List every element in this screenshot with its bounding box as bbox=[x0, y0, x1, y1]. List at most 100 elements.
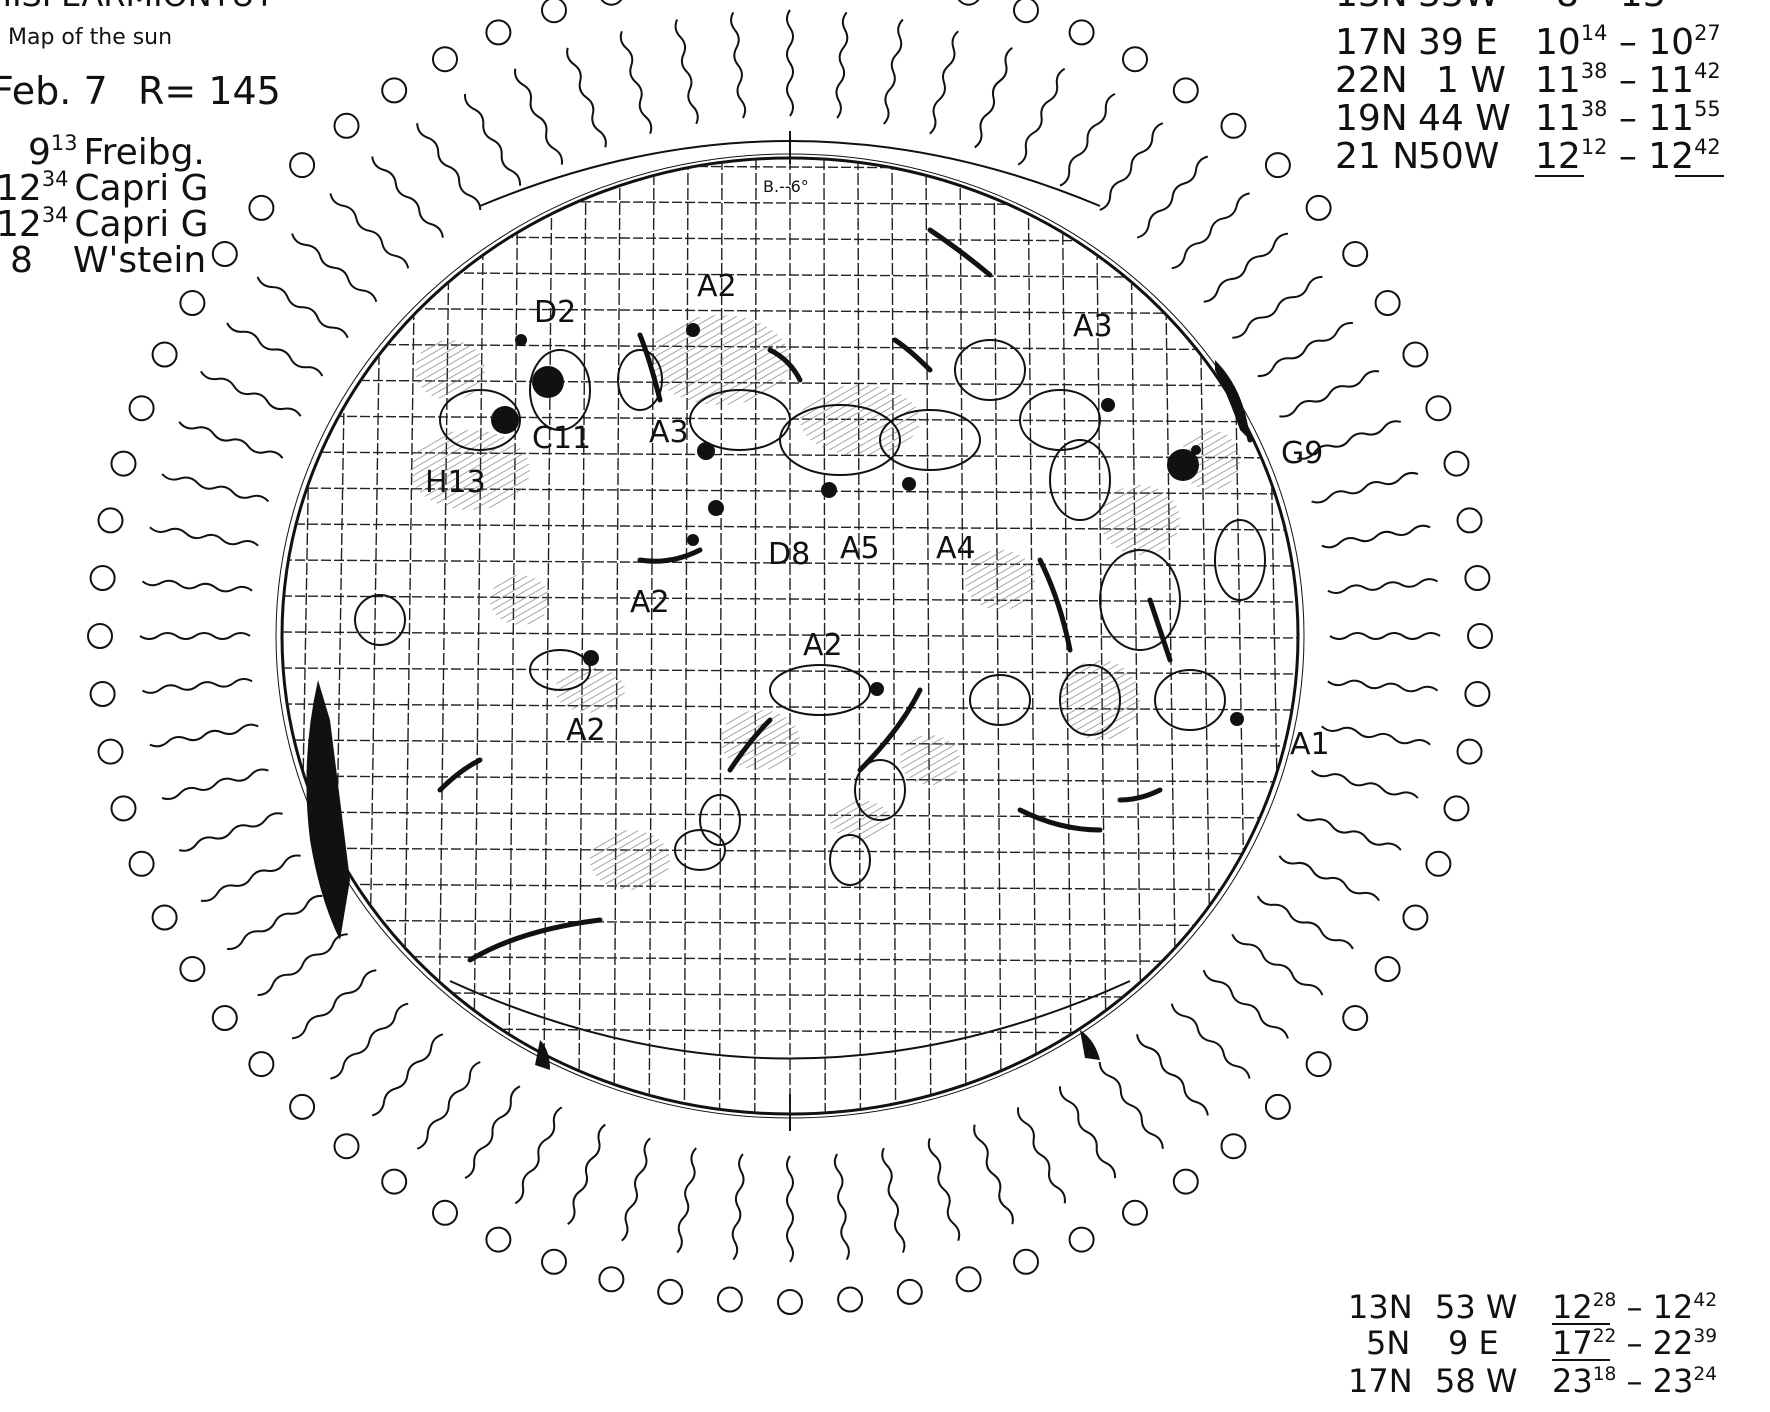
prominence-ray bbox=[291, 233, 378, 303]
prominence-ray bbox=[674, 19, 699, 125]
region-label: G9 bbox=[1281, 436, 1323, 471]
filament bbox=[857, 687, 923, 773]
prominence-ray bbox=[1310, 769, 1419, 799]
plage-outline bbox=[1214, 519, 1266, 601]
prominence-ray bbox=[514, 1106, 563, 1205]
flare-time: 1228 – 1242 bbox=[1552, 1288, 1717, 1326]
prominence-marker-icon bbox=[1374, 956, 1401, 982]
prominence-marker-icon bbox=[1456, 738, 1483, 765]
region-labels: A2 D2 A3 C11 A3 H13 G9 D8 A5 A4 A2 A2 A2 A1 bbox=[425, 269, 1330, 762]
prominence-marker-icon bbox=[1013, 1248, 1039, 1275]
longitude-line bbox=[613, 158, 621, 1114]
prominence-ray bbox=[973, 1124, 1014, 1225]
prominence-ray bbox=[256, 276, 349, 339]
prominence-ray bbox=[200, 370, 302, 417]
prominence-marker-icon bbox=[1374, 290, 1401, 316]
prominence-marker-icon bbox=[151, 341, 178, 368]
prominence-ray bbox=[139, 632, 251, 640]
filament bbox=[892, 337, 933, 373]
prominence-ray bbox=[371, 156, 444, 238]
filament bbox=[1117, 787, 1163, 803]
longitude-line bbox=[1300, 158, 1318, 1114]
region-label: A1 bbox=[1290, 727, 1330, 762]
prominence-marker-icon bbox=[1172, 77, 1199, 104]
prominence-marker-icon bbox=[1464, 681, 1491, 707]
prominence-ray bbox=[200, 854, 301, 902]
sunspot bbox=[687, 534, 699, 546]
prominence-marker-icon bbox=[541, 1248, 567, 1275]
flare-lon: 50W bbox=[1418, 136, 1499, 177]
prominence-ray bbox=[881, 1147, 906, 1253]
longitude-line bbox=[1334, 158, 1353, 1114]
prominence-ray bbox=[731, 1153, 745, 1261]
longitude-line bbox=[823, 158, 826, 1114]
prominence-marker-icon bbox=[1425, 395, 1452, 422]
prominence-ray bbox=[1321, 725, 1431, 746]
prominence-ray bbox=[1321, 524, 1431, 549]
prominence-ray bbox=[1017, 67, 1066, 166]
sunspot bbox=[902, 477, 916, 491]
plage-outline bbox=[439, 389, 521, 451]
plage-area bbox=[415, 340, 485, 400]
flare-time: 1138 – 1142 bbox=[1535, 59, 1721, 101]
prominence-marker-icon bbox=[1172, 1168, 1199, 1195]
flare-lon: 39 E bbox=[1418, 22, 1498, 63]
solar-features bbox=[282, 158, 1353, 1114]
filament bbox=[727, 717, 773, 773]
prominence-ray bbox=[161, 768, 269, 801]
prominence-ray bbox=[257, 933, 348, 997]
prominence-ray bbox=[416, 123, 482, 211]
region-label: D2 bbox=[534, 295, 576, 330]
prominence-ray bbox=[1099, 122, 1164, 211]
prominence-ray bbox=[226, 322, 324, 377]
plage-outline bbox=[354, 594, 406, 646]
prominence-marker-icon bbox=[657, 1278, 684, 1305]
filament bbox=[1017, 807, 1103, 833]
sunspot bbox=[1101, 398, 1115, 412]
prominence-ray bbox=[149, 723, 259, 748]
prominence-marker-icon bbox=[1342, 1005, 1369, 1031]
prominence-marker-icon bbox=[1122, 46, 1148, 73]
prominence-marker-icon bbox=[381, 1168, 408, 1195]
b-angle-label: B.--6° bbox=[763, 177, 809, 196]
longitude-line bbox=[437, 158, 451, 1114]
prominence-ray bbox=[1059, 92, 1116, 187]
limb-prominence bbox=[1080, 1030, 1100, 1060]
prominence-ray bbox=[329, 193, 410, 269]
prominence-marker-icon bbox=[1220, 112, 1247, 139]
region-label: A3 bbox=[1073, 309, 1113, 344]
limb-prominence bbox=[535, 1040, 550, 1070]
prominence-marker-icon bbox=[179, 956, 206, 982]
flare-lon: 33W bbox=[1418, 0, 1499, 15]
plage-area bbox=[900, 735, 960, 785]
prominence-marker-icon bbox=[541, 0, 567, 24]
prominence-marker-icon bbox=[248, 1051, 275, 1078]
flare-lat: 22N bbox=[1335, 60, 1408, 101]
prominence-marker-icon bbox=[1467, 623, 1493, 649]
flare-lon: 1 W bbox=[1436, 60, 1506, 101]
prominence-ray bbox=[161, 473, 270, 503]
flare-lat: 21 N bbox=[1335, 136, 1419, 177]
longitude-line bbox=[891, 158, 897, 1114]
sunspot bbox=[1191, 445, 1201, 455]
sunspot bbox=[583, 650, 599, 666]
plage-outline bbox=[529, 649, 591, 691]
observer-entry: 8 W'stein bbox=[10, 240, 206, 281]
longitude-line bbox=[507, 158, 519, 1114]
prominence-marker-icon bbox=[211, 1005, 238, 1031]
plage-outline bbox=[529, 349, 591, 431]
longitude-line bbox=[542, 158, 553, 1114]
longitude-line bbox=[959, 158, 967, 1114]
prominence-ray bbox=[1136, 155, 1209, 239]
region-label: A2 bbox=[566, 713, 606, 748]
prominence-marker-icon bbox=[128, 395, 155, 422]
flare-lat: 13N bbox=[1348, 1288, 1413, 1326]
prominence-ray bbox=[1279, 370, 1380, 418]
plage-area bbox=[830, 800, 890, 840]
flare-lon: 9 E bbox=[1448, 1324, 1499, 1362]
prominence-ray bbox=[291, 969, 377, 1040]
prominence-ray bbox=[1203, 232, 1289, 303]
prominence-marker-icon bbox=[333, 112, 360, 139]
longitude-line bbox=[578, 158, 587, 1114]
flare-table-top: 13N 33W 8 – 13 17N 39 E 1014 – 1027 22N … bbox=[1335, 0, 1724, 177]
